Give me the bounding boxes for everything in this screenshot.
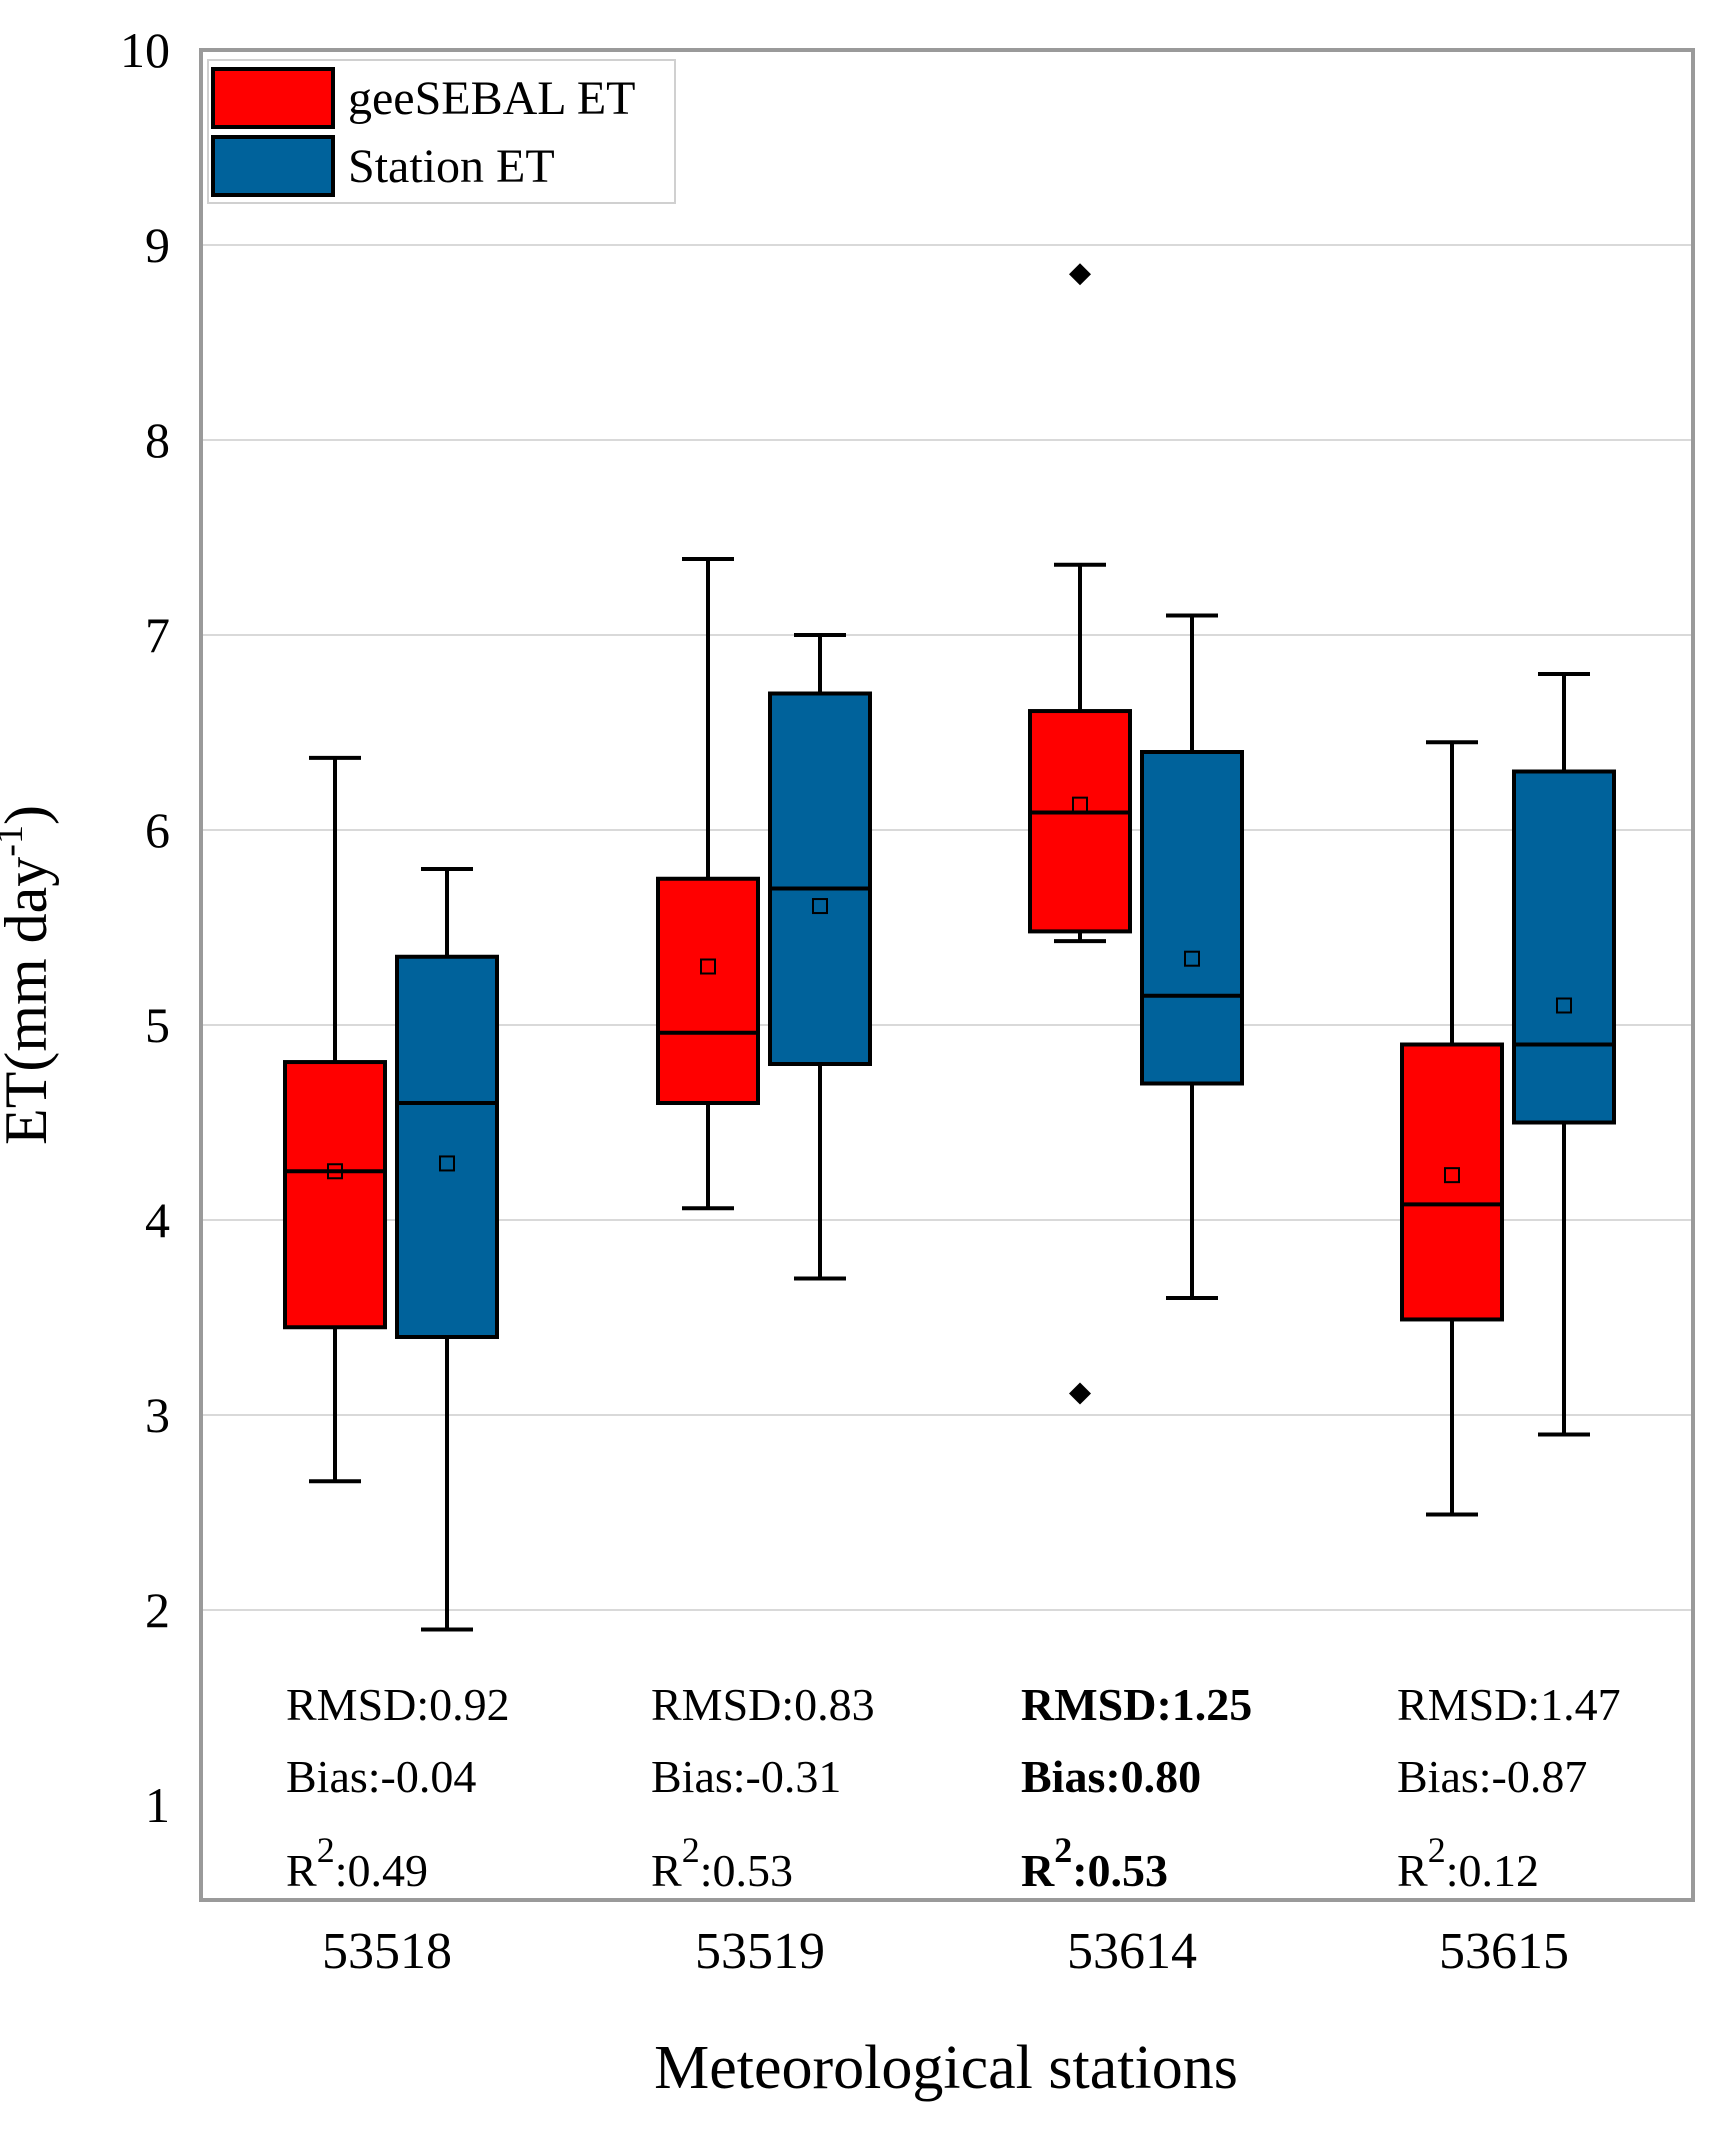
y-tick-label: 8	[145, 412, 170, 468]
stat-r2-value: :0.12	[1446, 1845, 1539, 1896]
box-iqr	[656, 876, 760, 1105]
mean-marker	[327, 1163, 343, 1180]
legend-label-geesebal: geeSEBAL ET	[348, 72, 635, 125]
stat-r2-sup: 2	[682, 1830, 700, 1870]
x-tick-label: 53614	[1067, 1923, 1197, 1980]
y-tick-label: 3	[145, 1387, 170, 1443]
box-iqr	[1512, 769, 1616, 1125]
stat-r2: R2:0.12	[1397, 1830, 1539, 1896]
y-tick-label: 4	[145, 1192, 170, 1248]
y-tick-label: 9	[145, 217, 170, 273]
mean-marker	[1444, 1167, 1460, 1184]
box-iqr	[1028, 709, 1132, 934]
stat-bias: Bias:-0.87	[1397, 1751, 1587, 1802]
stat-r2-base: R	[1397, 1845, 1428, 1896]
y-tick-label: 7	[145, 607, 170, 663]
legend-label-station: Station ET	[348, 140, 555, 193]
box-iqr	[1140, 750, 1244, 1086]
stat-bias: Bias:-0.04	[286, 1751, 476, 1802]
stat-r2-sup: 2	[1428, 1830, 1446, 1870]
stat-r2-value: :0.53	[1072, 1845, 1168, 1896]
box-iqr	[283, 1060, 387, 1330]
box-plot-53615-geesebal	[1400, 740, 1504, 1517]
y-tick-label: 5	[145, 997, 170, 1053]
box-plot-53615-station	[1512, 672, 1616, 1437]
stat-bias: Bias:0.80	[1021, 1751, 1201, 1802]
legend-swatch-geesebal	[211, 67, 335, 129]
mean-marker	[439, 1155, 455, 1172]
box-plot-53614-geesebal	[1028, 263, 1132, 1405]
stat-r2-sup: 2	[317, 1830, 335, 1870]
stat-rmsd: RMSD:0.92	[286, 1679, 510, 1730]
box-plot-53518-station	[395, 867, 499, 1632]
y-tick-label: 2	[145, 1582, 170, 1638]
box-plot-53519-geesebal	[656, 556, 760, 1211]
x-tick-label: 53518	[322, 1923, 452, 1980]
box-iqr	[768, 691, 872, 1066]
mean-marker	[1072, 796, 1088, 813]
stat-r2-sup: 2	[1054, 1830, 1072, 1870]
stat-rmsd: RMSD:0.83	[651, 1679, 875, 1730]
stat-bias: Bias:-0.31	[651, 1751, 841, 1802]
stat-r2: R2:0.53	[1021, 1830, 1168, 1896]
outlier-point	[1069, 263, 1091, 286]
stat-r2-base: R	[651, 1845, 682, 1896]
y-tick-label: 6	[145, 802, 170, 858]
box-plot-53519-station	[768, 633, 872, 1281]
stat-r2-value: :0.53	[700, 1845, 793, 1896]
legend: geeSEBAL ET Station ET	[207, 59, 676, 204]
stat-r2-value: :0.49	[335, 1845, 428, 1896]
plot-area-border	[199, 48, 1695, 1902]
x-axis-title: Meteorological stations	[654, 2034, 1238, 2102]
y-axis-title: ET(mm day-1)	[0, 805, 59, 1145]
y-axis-ticks: 1 2 3 4 5 6 7 8 9 10	[120, 22, 170, 1833]
stat-r2: R2:0.53	[651, 1830, 793, 1896]
mean-marker	[700, 958, 716, 975]
stat-rmsd: RMSD:1.47	[1397, 1679, 1621, 1730]
outlier-point	[1069, 1382, 1091, 1405]
box-plot-53614-station	[1140, 613, 1244, 1300]
stat-r2-base: R	[1021, 1845, 1055, 1896]
box-plot-53518-geesebal	[283, 755, 387, 1484]
box-plots	[283, 263, 1616, 1632]
mean-marker	[1184, 950, 1200, 967]
box-iqr	[395, 954, 499, 1339]
y-tick-label: 10	[120, 22, 170, 78]
mean-marker	[812, 898, 828, 915]
y-tick-label: 1	[145, 1777, 170, 1833]
x-axis-ticks: 53518 53519 53614 53615	[322, 1923, 1569, 1980]
stat-r2: R2:0.49	[286, 1830, 428, 1896]
x-tick-label: 53519	[695, 1923, 825, 1980]
statistics-annotations: RMSD:0.92Bias:-0.04R2:0.49RMSD:0.83Bias:…	[286, 1679, 1621, 1896]
stat-rmsd: RMSD:1.25	[1021, 1679, 1252, 1730]
legend-swatch-station	[211, 135, 335, 197]
stat-r2-base: R	[286, 1845, 317, 1896]
mean-marker	[1556, 997, 1572, 1014]
x-tick-label: 53615	[1439, 1923, 1569, 1980]
